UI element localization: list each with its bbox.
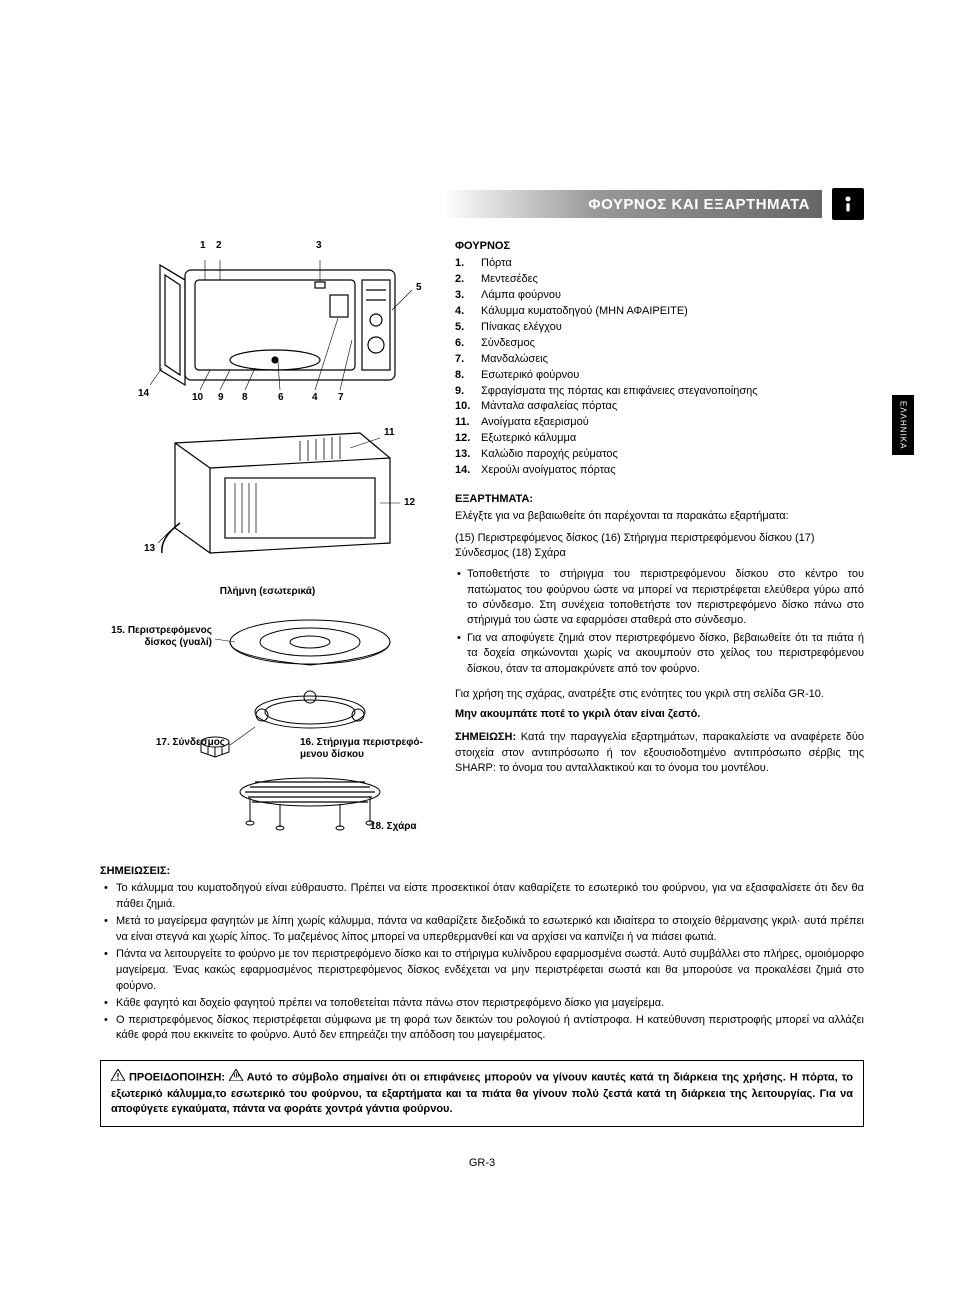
part-num: 2. [455,272,481,288]
text-column: ΦΟΥΡΝΟΣ 1.Πόρτα2.Μεντεσέδες3.Λάμπα φούρν… [455,240,864,845]
part-text: Κάλυμμα κυματοδηγού (ΜΗΝ ΑΦΑΙΡΕΙΤΕ) [481,304,864,320]
warning-label: ΠΡΟΕΙΔΟΠΟΙΗΣΗ: [129,1072,225,1084]
label-17: 17. Σύνδεσμος [130,737,225,749]
note-item: Πάντα να λειτουργείτε το φούρνο με τον π… [100,947,864,995]
grill-ref: Για χρήση της σχάρας, ανατρέξτε στις ενό… [455,687,864,702]
part-num: 4. [455,304,481,320]
callout-12: 12 [404,497,415,508]
accessories-bullets: Τοποθετήστε το στήριγμα του περιστρεφόμε… [455,567,864,677]
callout-8: 8 [242,392,248,403]
callout-6: 6 [278,392,284,403]
part-text: Μάνταλα ασφαλείας πόρτας [481,399,864,415]
main-content: 1 2 3 5 14 10 9 8 6 4 7 [100,240,864,845]
label-16: 16. Στήριγμα περιστρεφό-μενου δίσκου [300,737,430,761]
callout-13: 13 [144,543,155,554]
accessories-parts-inline: (15) Περιστρεφόμενος δίσκος (16) Στήριγμ… [455,531,864,562]
part-num: 9. [455,384,481,400]
callout-10: 10 [192,392,203,403]
accessory-bullet: Για να αποφύγετε ζημιά στον περιστρεφόμε… [455,631,864,677]
part-item: 1.Πόρτα [455,256,864,272]
ordering-note: ΣΗΜΕΙΩΣΗ: Κατά την παραγγελία εξαρτημάτω… [455,730,864,776]
part-item: 14.Χερούλι ανοίγματος πόρτας [455,463,864,479]
part-item: 3.Λάμπα φούρνου [455,288,864,304]
part-text: Πόρτα [481,256,864,272]
part-text: Χερούλι ανοίγματος πόρτας [481,463,864,479]
part-num: 3. [455,288,481,304]
accessories-intro: Ελέγξτε για να βεβαιωθείτε ότι παρέχοντα… [455,509,864,524]
part-num: 6. [455,336,481,352]
part-num: 12. [455,431,481,447]
part-text: Εξωτερικό κάλυμμα [481,431,864,447]
language-tab: ΕΛΛΗΝΙΚΑ [892,395,914,455]
oven-front-diagram: 1 2 3 5 14 10 9 8 6 4 7 [100,240,435,415]
part-text: Λάμπα φούρνου [481,288,864,304]
accessories-title: ΕΞΑΡΤΗΜΑΤΑ: [455,493,864,505]
part-num: 14. [455,463,481,479]
accessory-bullet: Τοποθετήστε το στήριγμα του περιστρεφόμε… [455,567,864,629]
part-text: Εσωτερικό φούρνου [481,368,864,384]
part-text: Μεντεσέδες [481,272,864,288]
grill-warning: Μην ακουμπάτε ποτέ το γκριλ όταν είναι ζ… [455,708,864,720]
part-item: 2.Μεντεσέδες [455,272,864,288]
callout-1: 1 [200,240,206,251]
part-item: 13.Καλώδιο παροχής ρεύματος [455,447,864,463]
part-num: 5. [455,320,481,336]
part-num: 10. [455,399,481,415]
hub-caption: Πλήμνη (εσωτερικά) [100,586,435,597]
callout-9: 9 [218,392,224,403]
label-18: 18. Σχάρα [370,821,430,833]
note-item: Το κάλυμμα του κυματοδηγού είναι εύθραυσ… [100,881,864,913]
part-text: Ανοίγματα εξαερισμού [481,415,864,431]
page-number: GR-3 [100,1157,864,1169]
accessories-diagram: 15. Περιστρεφόμενος δίσκος (γυαλί) 17. Σ… [100,597,435,837]
header-bg: ΦΟΥΡΝΟΣ ΚΑΙ ΕΞΑΡΤΗΜΑΤΑ [444,190,822,218]
note-item: Κάθε φαγητό και δοχείο φαγητού πρέπει να… [100,996,864,1012]
part-text: Σύνδεσμος [481,336,864,352]
part-num: 8. [455,368,481,384]
part-item: 9.Σφραγίσματα της πόρτας και επιφάνειες … [455,384,864,400]
label-15: 15. Περιστρεφόμενος δίσκος (γυαλί) [100,625,212,649]
note-item: Μετά το μαγείρεμα φαγητών με λίπη χωρίς … [100,914,864,946]
callout-14: 14 [138,388,149,399]
note-body: Κατά την παραγγελία εξαρτημάτων, παρακαλ… [455,731,864,774]
oven-parts-list: 1.Πόρτα2.Μεντεσέδες3.Λάμπα φούρνου4.Κάλυ… [455,256,864,479]
notes-title: ΣΗΜΕΙΩΣΕΙΣ: [100,865,864,877]
callout-3: 3 [316,240,322,251]
notes-list: Το κάλυμμα του κυματοδηγού είναι εύθραυσ… [100,881,864,1044]
warning-triangle-icon [111,1069,125,1086]
part-item: 6.Σύνδεσμος [455,336,864,352]
part-text: Πίνακας ελέγχου [481,320,864,336]
part-item: 8.Εσωτερικό φούρνου [455,368,864,384]
info-icon [832,188,864,220]
oven-rear-diagram: 11 12 13 [100,423,435,578]
part-num: 11. [455,415,481,431]
part-num: 7. [455,352,481,368]
manual-page: ΦΟΥΡΝΟΣ ΚΑΙ ΕΞΑΡΤΗΜΑΤΑ ΕΛΛΗΝΙΚΑ [0,0,954,1229]
callout-4: 4 [312,392,318,403]
hot-surface-icon [229,1069,243,1086]
part-text: Σφραγίσματα της πόρτας και επιφάνειες στ… [481,384,864,400]
part-item: 5.Πίνακας ελέγχου [455,320,864,336]
callout-11: 11 [384,427,395,438]
warning-box: ΠΡΟΕΙΔΟΠΟΙΗΣΗ: Αυτό το σύμβολο σημαίνει … [100,1060,864,1126]
part-num: 13. [455,447,481,463]
note-label: ΣΗΜΕΙΩΣΗ: [455,731,516,743]
callout-7: 7 [338,392,344,403]
oven-title: ΦΟΥΡΝΟΣ [455,240,864,252]
callout-2: 2 [216,240,222,251]
part-item: 10.Μάνταλα ασφαλείας πόρτας [455,399,864,415]
part-num: 1. [455,256,481,272]
part-item: 7.Μανδαλώσεις [455,352,864,368]
section-header: ΦΟΥΡΝΟΣ ΚΑΙ ΕΞΑΡΤΗΜΑΤΑ [444,190,864,218]
part-text: Καλώδιο παροχής ρεύματος [481,447,864,463]
diagrams-column: 1 2 3 5 14 10 9 8 6 4 7 [100,240,435,845]
note-item: Ο περιστρεφόμενος δίσκος περιστρέφεται σ… [100,1013,864,1045]
callout-5: 5 [416,282,422,293]
header-title: ΦΟΥΡΝΟΣ ΚΑΙ ΕΞΑΡΤΗΜΑΤΑ [588,196,810,213]
bottom-notes: ΣΗΜΕΙΩΣΕΙΣ: Το κάλυμμα του κυματοδηγού ε… [100,865,864,1127]
part-item: 12.Εξωτερικό κάλυμμα [455,431,864,447]
part-item: 4.Κάλυμμα κυματοδηγού (ΜΗΝ ΑΦΑΙΡΕΙΤΕ) [455,304,864,320]
part-item: 11.Ανοίγματα εξαερισμού [455,415,864,431]
part-text: Μανδαλώσεις [481,352,864,368]
